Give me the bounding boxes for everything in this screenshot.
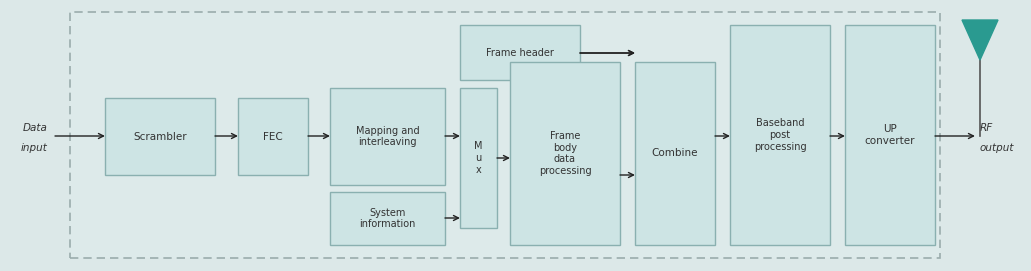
FancyBboxPatch shape <box>460 88 497 228</box>
Text: output: output <box>980 143 1015 153</box>
Text: Combine: Combine <box>652 149 698 159</box>
Text: input: input <box>21 143 48 153</box>
FancyBboxPatch shape <box>845 25 935 245</box>
Text: UP
converter: UP converter <box>865 124 916 146</box>
Polygon shape <box>962 20 998 60</box>
Text: RF: RF <box>980 123 993 133</box>
FancyBboxPatch shape <box>460 25 580 80</box>
Text: Frame header: Frame header <box>486 47 554 57</box>
FancyBboxPatch shape <box>635 62 716 245</box>
Text: Scrambler: Scrambler <box>133 131 187 141</box>
FancyBboxPatch shape <box>330 192 445 245</box>
FancyBboxPatch shape <box>510 62 620 245</box>
FancyBboxPatch shape <box>105 98 215 175</box>
Text: System
information: System information <box>360 208 415 229</box>
FancyBboxPatch shape <box>330 88 445 185</box>
FancyBboxPatch shape <box>70 12 940 258</box>
Text: Frame
body
data
processing: Frame body data processing <box>538 131 592 176</box>
Text: M
u
x: M u x <box>474 141 483 175</box>
FancyBboxPatch shape <box>238 98 308 175</box>
Text: FEC: FEC <box>263 131 282 141</box>
Text: Mapping and
interleaving: Mapping and interleaving <box>356 126 420 147</box>
Text: Baseband
post
processing: Baseband post processing <box>754 118 806 151</box>
Text: Data: Data <box>23 123 48 133</box>
FancyBboxPatch shape <box>730 25 830 245</box>
